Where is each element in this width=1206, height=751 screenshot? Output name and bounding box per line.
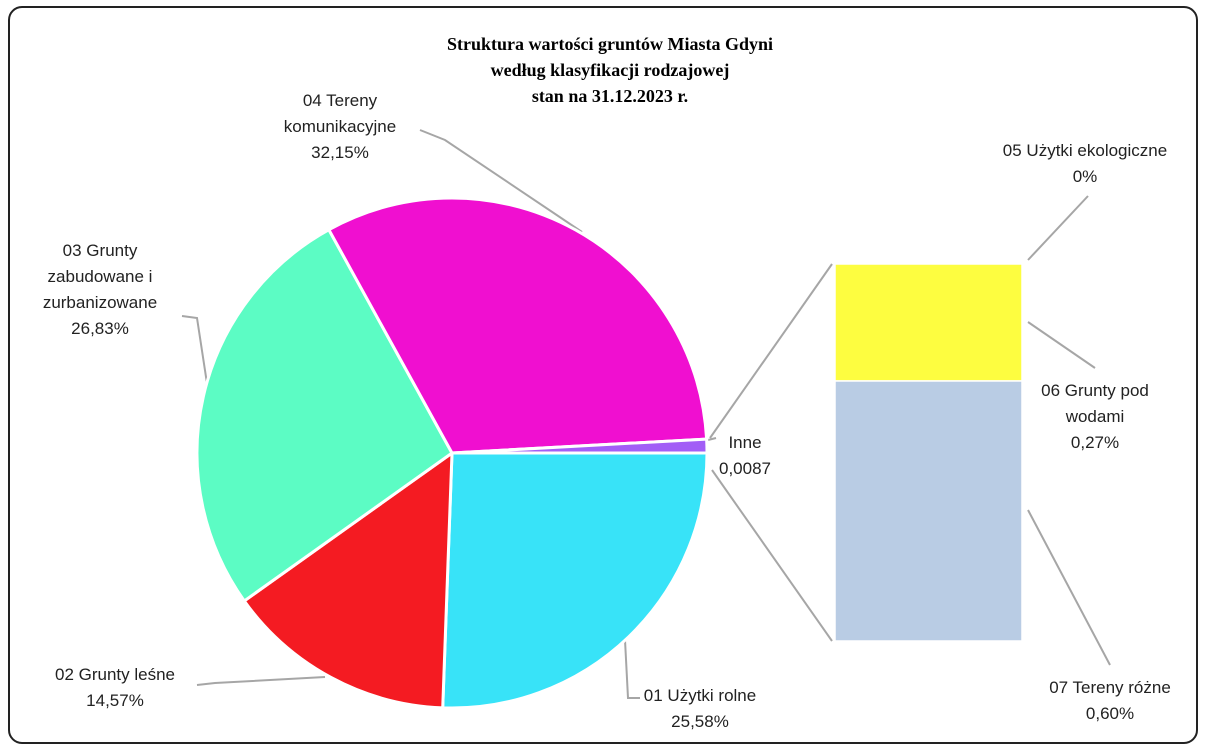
bar-segment: [834, 380, 1023, 642]
label-text: 0,0087: [719, 459, 771, 478]
label-text: 07 Tereny różne: [1049, 678, 1171, 697]
leader-line: [1027, 509, 1111, 666]
pie-slice: [242, 450, 454, 710]
label-text: 14,57%: [86, 691, 144, 710]
label-text: 0,27%: [1070, 433, 1120, 452]
data-label: 04 Tereny komunikacyjne 32,15%: [265, 88, 415, 166]
leader-line: [1027, 195, 1089, 261]
label-text: 04 Tereny komunikacyjne: [283, 91, 397, 136]
label-text: 01 Użytki rolne: [643, 686, 757, 705]
data-label: 06 Grunty pod wodami 0,27%: [1025, 378, 1165, 456]
bar-segment: [834, 263, 1023, 382]
pie-slice: [451, 437, 709, 455]
leader-line: [1027, 321, 1096, 369]
pie-slice: [441, 451, 709, 710]
data-label: 03 Grunty zabudowane i zurbanizowane 26,8…: [30, 238, 170, 342]
chart-title: stan na 31.12.2023 r.: [531, 86, 689, 106]
data-label: Inne 0,0087: [705, 430, 785, 482]
label-text: Inne: [728, 433, 762, 452]
data-label: 07 Tereny różne 0,60%: [1020, 675, 1200, 727]
connector-line: [709, 263, 833, 439]
pie-slice: [195, 227, 454, 604]
label-text: 0%: [1072, 167, 1098, 186]
label-text: 03 Grunty zabudowane i zurbanizowane: [42, 241, 158, 312]
leader-line: [624, 639, 640, 699]
leader-line: [196, 676, 326, 686]
chart-title: według klasyfikacji rodzajowej: [490, 60, 730, 80]
chart-title: Struktura wartości gruntów Miasta Gdyni: [446, 34, 773, 54]
label-text: 06 Grunty pod wodami: [1041, 381, 1149, 426]
pie-slice: [326, 196, 709, 455]
leader-line: [181, 315, 209, 391]
connector-line: [711, 469, 833, 642]
label-text: 0,60%: [1085, 704, 1135, 723]
label-text: 05 Użytki ekologiczne: [1002, 141, 1168, 160]
leader-line: [707, 437, 717, 441]
label-text: 02 Grunty leśne: [54, 665, 175, 684]
label-text: 25,58%: [671, 712, 729, 731]
label-text: 26,83%: [71, 319, 129, 338]
data-label: 05 Użytki ekologiczne 0%: [955, 138, 1206, 190]
chart-frame: [8, 6, 1198, 744]
data-label: 02 Grunty leśne 14,57%: [15, 662, 215, 714]
label-text: 32,15%: [311, 143, 369, 162]
leader-line: [419, 129, 583, 233]
data-label: 01 Użytki rolne 25,58%: [600, 683, 800, 735]
